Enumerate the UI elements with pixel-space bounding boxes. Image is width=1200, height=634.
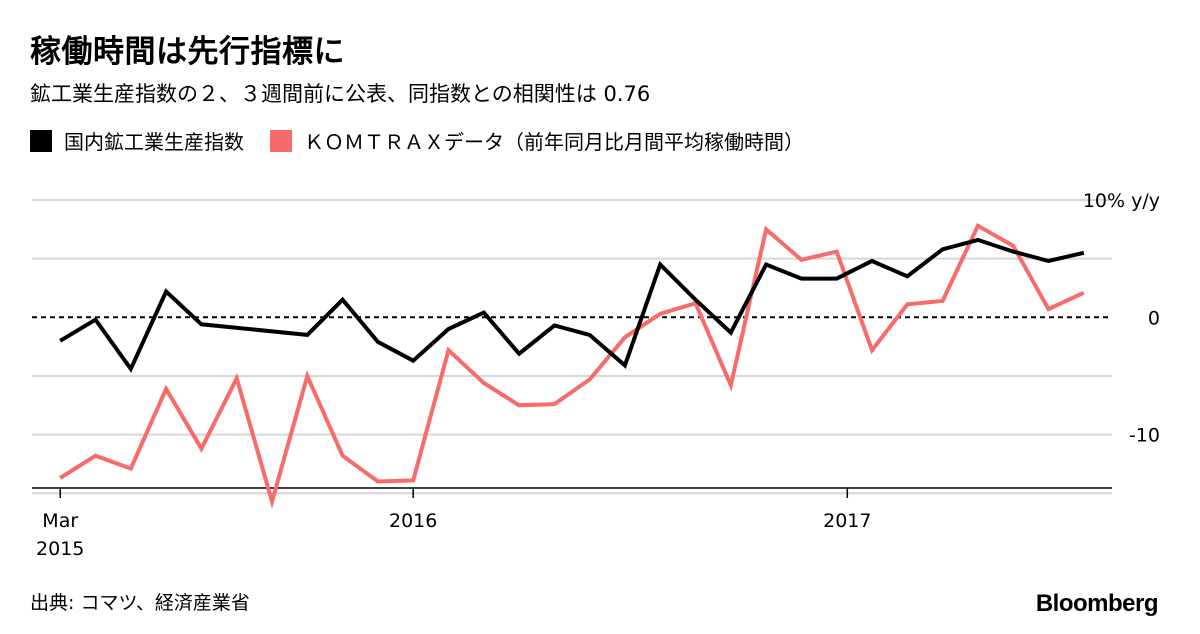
y-tick-label: 0 <box>1148 307 1160 329</box>
legend-label-production: 国内鉱工業生産指数 <box>64 130 244 154</box>
y-tick-label: 10% y/y <box>1083 190 1160 212</box>
series-line-production <box>59 237 1085 373</box>
series-lines <box>59 222 1085 509</box>
legend-label-komtrax: ＫＯＭＴＲＡＸデータ（前年同月比月間平均稼働時間） <box>304 130 804 154</box>
bloomberg-logo: Bloomberg <box>1035 590 1159 617</box>
x-axis <box>32 487 1112 498</box>
chart-subtitle: 鉱工業生産指数の２、３週間前に公表、同指数との相関性は 0.76 <box>30 82 651 106</box>
chart-title: 稼働時間は先行指標に <box>30 34 345 70</box>
legend-item-komtrax: ＫＯＭＴＲＡＸデータ（前年同月比月間平均稼働時間） <box>270 126 804 155</box>
x-tick-label: 2016 <box>389 510 437 532</box>
x-tick-label: 2017 <box>823 510 871 532</box>
series-line-komtrax <box>59 222 1085 509</box>
x-tick-label: 2015 <box>36 538 84 560</box>
axis-labels: Mar 2015 2016 2017 10% y/y 0 -10 <box>36 190 1160 560</box>
legend-item-production: 国内鉱工業生産指数 <box>30 126 244 155</box>
legend-swatch-komtrax <box>270 129 292 152</box>
source-note: 出典: コマツ、経済産業省 <box>30 592 250 614</box>
legend: 国内鉱工業生産指数 ＫＯＭＴＲＡＸデータ（前年同月比月間平均稼働時間） <box>30 126 830 155</box>
legend-swatch-production <box>30 129 52 152</box>
x-tick-label: Mar <box>42 510 78 532</box>
gridlines <box>32 199 1112 495</box>
y-tick-label: -10 <box>1129 425 1160 447</box>
